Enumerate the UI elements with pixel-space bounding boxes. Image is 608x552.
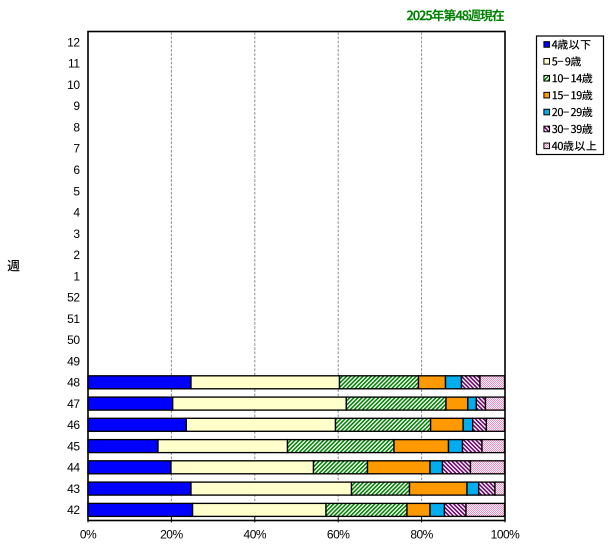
svg-text:3: 3 <box>73 227 80 241</box>
svg-text:7: 7 <box>73 142 80 156</box>
svg-text:6: 6 <box>73 163 80 177</box>
svg-text:10: 10 <box>67 78 80 92</box>
svg-text:60%: 60% <box>327 527 350 541</box>
svg-text:46: 46 <box>67 418 80 432</box>
svg-text:0%: 0% <box>80 527 97 541</box>
svg-text:8: 8 <box>73 121 80 135</box>
svg-text:4: 4 <box>73 206 80 220</box>
svg-text:20%: 20% <box>160 527 183 541</box>
svg-text:45: 45 <box>67 439 80 453</box>
svg-text:52: 52 <box>67 291 80 305</box>
svg-text:44: 44 <box>67 461 80 475</box>
svg-text:1: 1 <box>73 269 80 283</box>
svg-text:43: 43 <box>67 482 80 496</box>
svg-text:100%: 100% <box>491 527 521 541</box>
svg-text:51: 51 <box>67 312 80 326</box>
svg-text:50: 50 <box>67 333 80 347</box>
svg-text:9: 9 <box>73 99 80 113</box>
svg-text:40%: 40% <box>244 527 267 541</box>
svg-text:48: 48 <box>67 376 80 390</box>
svg-text:11: 11 <box>68 57 80 71</box>
svg-text:5: 5 <box>73 184 80 198</box>
svg-text:2: 2 <box>73 248 80 262</box>
svg-text:12: 12 <box>67 35 80 49</box>
svg-text:42: 42 <box>67 503 80 517</box>
svg-text:47: 47 <box>67 397 80 411</box>
svg-text:49: 49 <box>67 354 80 368</box>
svg-text:80%: 80% <box>410 527 433 541</box>
